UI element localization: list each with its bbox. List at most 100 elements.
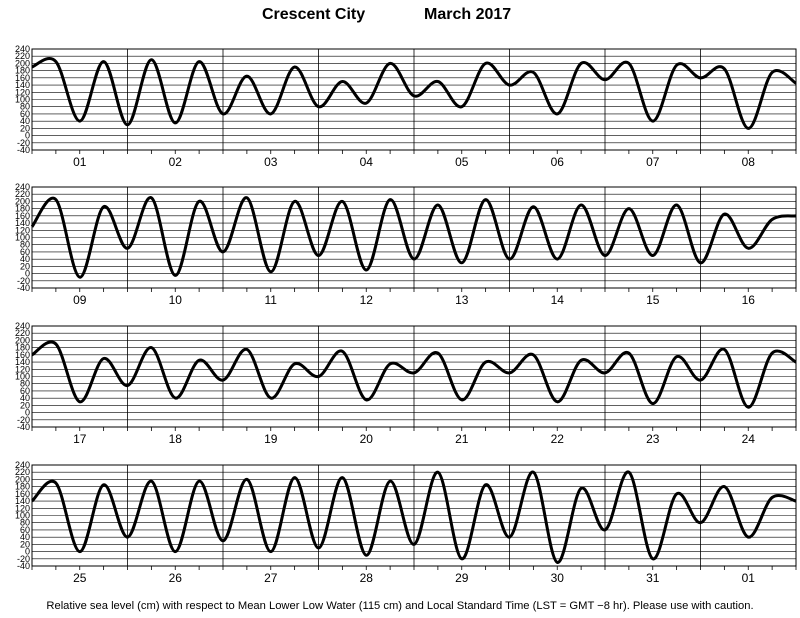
y-tick-label: -40 <box>17 145 30 155</box>
y-tick-label: 180 <box>15 204 30 214</box>
y-tick-label: 160 <box>15 73 30 83</box>
y-tick-label: 0 <box>25 269 30 279</box>
tide-curve-row-3 <box>31 340 797 409</box>
day-label: 22 <box>551 432 565 446</box>
day-label: 02 <box>169 155 183 169</box>
y-tick-label: 240 <box>15 182 30 192</box>
y-tick-label: 160 <box>15 350 30 360</box>
y-tick-label: 40 <box>20 254 30 264</box>
y-tick-label: 40 <box>20 532 30 542</box>
y-tick-label: 220 <box>15 328 30 338</box>
y-tick-label: -20 <box>17 138 30 148</box>
y-tick-label: 200 <box>15 196 30 206</box>
day-label: 27 <box>264 571 278 585</box>
y-tick-label: 80 <box>20 379 30 389</box>
y-tick-label: -40 <box>17 422 30 432</box>
y-tick-label: 160 <box>15 489 30 499</box>
y-tick-label: 220 <box>15 51 30 61</box>
day-label: 13 <box>455 293 469 307</box>
day-label: 06 <box>551 155 565 169</box>
chart-title-station: Crescent City <box>262 6 366 23</box>
day-label: 14 <box>551 293 565 307</box>
y-tick-label: -40 <box>17 561 30 571</box>
chart-title-month: March 2017 <box>424 6 512 23</box>
day-label: 16 <box>742 293 756 307</box>
chart-caption: Relative sea level (cm) with respect to … <box>46 600 754 612</box>
y-tick-label: 200 <box>15 335 30 345</box>
y-tick-label: 220 <box>15 189 30 199</box>
y-tick-label: 60 <box>20 247 30 257</box>
y-tick-label: 100 <box>15 511 30 521</box>
y-tick-label: 120 <box>15 225 30 235</box>
y-tick-label: 80 <box>20 102 30 112</box>
y-tick-label: 0 <box>25 408 30 418</box>
y-tick-label: 220 <box>15 467 30 477</box>
y-tick-label: 100 <box>15 233 30 243</box>
day-label: 07 <box>646 155 660 169</box>
y-tick-label: 20 <box>20 261 30 271</box>
day-label: 03 <box>264 155 278 169</box>
y-tick-label: -20 <box>17 415 30 425</box>
tide-curve-row-4 <box>30 470 797 564</box>
y-tick-label: 140 <box>15 80 30 90</box>
y-tick-label: -20 <box>17 554 30 564</box>
y-tick-label: 140 <box>15 218 30 228</box>
day-label: 30 <box>551 571 565 585</box>
y-tick-label: 40 <box>20 393 30 403</box>
y-tick-label: 200 <box>15 58 30 68</box>
day-label: 21 <box>455 432 469 446</box>
y-tick-label: 0 <box>25 131 30 141</box>
y-tick-label: 240 <box>15 460 30 470</box>
y-tick-label: 180 <box>15 482 30 492</box>
day-label: 10 <box>169 293 183 307</box>
y-tick-label: 60 <box>20 386 30 396</box>
y-tick-label: 40 <box>20 116 30 126</box>
day-label: 20 <box>360 432 374 446</box>
day-label: 05 <box>455 155 469 169</box>
y-tick-label: 240 <box>15 321 30 331</box>
day-label: 18 <box>169 432 183 446</box>
day-label: 24 <box>742 432 756 446</box>
y-tick-label: 100 <box>15 372 30 382</box>
day-label: 31 <box>646 571 660 585</box>
y-tick-label: 20 <box>20 539 30 549</box>
y-tick-label: 60 <box>20 109 30 119</box>
day-label: 01 <box>742 571 756 585</box>
y-tick-label: 120 <box>15 503 30 513</box>
day-label: 09 <box>73 293 87 307</box>
y-tick-label: 180 <box>15 66 30 76</box>
y-tick-label: -40 <box>17 283 30 293</box>
day-label: 08 <box>742 155 756 169</box>
y-tick-label: 60 <box>20 525 30 535</box>
y-tick-label: 100 <box>15 95 30 105</box>
y-tick-label: 140 <box>15 357 30 367</box>
day-label: 19 <box>264 432 278 446</box>
y-tick-label: 200 <box>15 474 30 484</box>
y-tick-label: -20 <box>17 276 30 286</box>
day-label: 17 <box>73 432 87 446</box>
y-tick-label: 120 <box>15 87 30 97</box>
y-tick-label: 20 <box>20 123 30 133</box>
day-label: 25 <box>73 571 87 585</box>
y-tick-label: 0 <box>25 547 30 557</box>
tide-curve-row-1 <box>31 57 797 130</box>
tide-curve-row-2 <box>30 196 797 279</box>
day-label: 28 <box>360 571 374 585</box>
day-label: 12 <box>360 293 374 307</box>
tide-chart: -40-200204060801001201401601802002202400… <box>15 44 797 585</box>
day-label: 11 <box>265 293 278 307</box>
day-label: 01 <box>73 155 87 169</box>
y-tick-label: 160 <box>15 211 30 221</box>
day-label: 29 <box>455 571 469 585</box>
y-tick-label: 20 <box>20 400 30 410</box>
day-label: 15 <box>646 293 660 307</box>
y-tick-label: 80 <box>20 240 30 250</box>
y-tick-label: 180 <box>15 343 30 353</box>
day-label: 26 <box>169 571 183 585</box>
y-tick-label: 120 <box>15 364 30 374</box>
day-label: 04 <box>360 155 374 169</box>
y-tick-label: 80 <box>20 518 30 528</box>
y-tick-label: 240 <box>15 44 30 54</box>
y-tick-label: 140 <box>15 496 30 506</box>
day-label: 23 <box>646 432 660 446</box>
